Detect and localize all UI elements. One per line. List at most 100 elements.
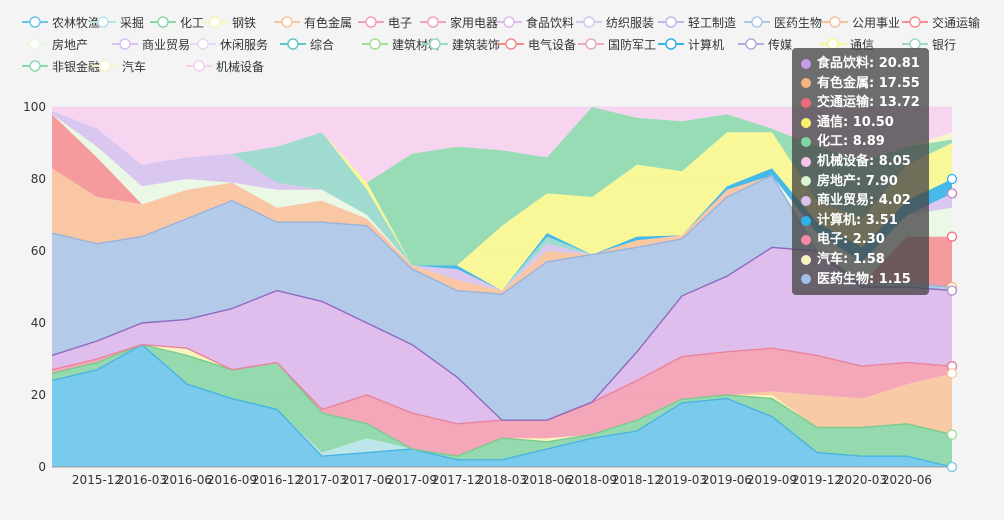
- legend-item[interactable]: 化工: [150, 12, 204, 32]
- hover-marker: [946, 188, 958, 199]
- series-line: [51, 343, 953, 468]
- tooltip-row: 商业贸易: 4.02: [801, 191, 920, 211]
- legend-item[interactable]: 休闲服务: [190, 34, 268, 54]
- legend-line-circle-icon: [498, 38, 524, 50]
- area-series: [52, 107, 952, 183]
- x-tick-label: 2017-12: [432, 473, 482, 487]
- tooltip-dot-icon: [801, 195, 811, 206]
- tooltip-text: 医药生物: 1.15: [817, 271, 911, 287]
- hover-marker: [946, 231, 958, 242]
- legend-line-circle-icon: [186, 60, 212, 72]
- legend-item[interactable]: 采掘: [90, 12, 144, 32]
- legend-label: 房地产: [52, 37, 89, 52]
- area-series: [52, 107, 952, 266]
- legend-label: 休闲服务: [220, 37, 269, 52]
- tooltip-dot-icon: [801, 215, 811, 226]
- tooltip-dot-icon: [801, 176, 811, 187]
- legend-line-circle-icon: [578, 38, 604, 50]
- tooltip-dot-icon: [801, 254, 811, 265]
- legend-line-circle-icon: [744, 16, 770, 28]
- legend-line-circle-icon: [92, 60, 118, 72]
- legend-line-circle-icon: [22, 60, 48, 72]
- legend-label: 商业贸易: [142, 37, 191, 52]
- legend-item[interactable]: 商业贸易: [112, 34, 190, 54]
- x-tick-label: 2017-03: [297, 473, 347, 487]
- legend-item[interactable]: 纺织服装: [576, 12, 654, 32]
- tooltip-row: 食品饮料: 20.81: [801, 54, 920, 74]
- area-series: [52, 175, 952, 421]
- legend-item[interactable]: 银行: [902, 34, 956, 54]
- legend-label: 机械设备: [216, 59, 265, 74]
- area-series: [52, 344, 952, 457]
- legend-item[interactable]: 食品饮料: [496, 12, 574, 32]
- legend-line-circle-icon: [496, 16, 522, 28]
- tooltip-text: 电子: 2.30: [817, 232, 885, 248]
- legend-item[interactable]: 交通运输: [902, 12, 980, 32]
- legend-line-circle-icon: [22, 38, 48, 50]
- legend-label: 汽车: [122, 59, 147, 74]
- legend-label: 农林牧渔: [52, 15, 101, 30]
- legend-label: 纺织服装: [606, 15, 655, 30]
- legend-item[interactable]: 国防军工: [578, 34, 656, 54]
- legend-item[interactable]: 电气设备: [498, 34, 576, 54]
- legend-label: 轻工制造: [688, 15, 737, 30]
- legend-item[interactable]: 家用电器: [420, 12, 498, 32]
- x-tick-label: 2019-03: [657, 473, 707, 487]
- x-tick-label: 2017-09: [387, 473, 437, 487]
- legend-label: 电气设备: [528, 37, 577, 52]
- legend-item[interactable]: 建筑装饰: [422, 34, 500, 54]
- legend-item[interactable]: 计算机: [658, 34, 724, 54]
- y-tick-label: 60: [31, 244, 46, 258]
- tooltip-dot-icon: [801, 235, 811, 246]
- legend-item[interactable]: 电子: [358, 12, 412, 32]
- legend-item[interactable]: 汽车: [92, 56, 146, 76]
- legend-item[interactable]: 建筑材料: [362, 34, 440, 54]
- tooltip-row: 医药生物: 1.15: [801, 270, 920, 290]
- legend-label: 医药生物: [774, 15, 823, 30]
- x-tick-label: 2016-06: [162, 473, 212, 487]
- tooltip-text: 有色金属: 17.55: [817, 75, 920, 91]
- tooltip-text: 通信: 10.50: [817, 114, 894, 130]
- tooltip-dot-icon: [801, 137, 811, 148]
- legend-line-circle-icon: [738, 38, 764, 50]
- x-tick-label: 2019-09: [747, 473, 797, 487]
- x-tick-label: 2020-03: [837, 473, 887, 487]
- legend-item[interactable]: 房地产: [22, 34, 88, 54]
- legend-line-circle-icon: [280, 38, 306, 50]
- x-tick-label: 2020-06: [882, 473, 932, 487]
- legend-item[interactable]: 传媒: [738, 34, 792, 54]
- legend-item[interactable]: 医药生物: [744, 12, 822, 32]
- area-series: [52, 110, 952, 291]
- legend-item[interactable]: 机械设备: [186, 56, 264, 76]
- tooltip-row: 交通运输: 13.72: [801, 93, 920, 113]
- tooltip-text: 食品饮料: 20.81: [817, 56, 920, 71]
- hover-marker: [946, 368, 958, 379]
- legend-line-circle-icon: [820, 38, 846, 50]
- legend-label: 计算机: [688, 37, 725, 52]
- legend-item[interactable]: 综合: [280, 34, 334, 54]
- legend-label: 采掘: [120, 15, 145, 30]
- x-tick-label: 2018-03: [477, 473, 527, 487]
- tooltip-row: 计算机: 3.51: [801, 211, 920, 231]
- hover-marker: [946, 461, 958, 473]
- legend-item[interactable]: 公用事业: [822, 12, 900, 32]
- legend-label: 银行: [932, 37, 957, 52]
- legend-item[interactable]: 钢铁: [202, 12, 256, 32]
- y-tick-label: 0: [38, 460, 46, 474]
- tooltip-dot-icon: [801, 97, 811, 108]
- tooltip-row: 化工: 8.89: [801, 132, 920, 152]
- legend-item[interactable]: 轻工制造: [658, 12, 736, 32]
- legend-item[interactable]: 有色金属: [274, 12, 352, 32]
- tooltip-row: 通信: 10.50: [801, 113, 920, 133]
- x-tick-label: 2016-12: [252, 473, 302, 487]
- legend-label: 食品饮料: [526, 15, 575, 30]
- legend-label: 公用事业: [852, 15, 901, 30]
- legend-label: 综合: [310, 37, 335, 52]
- x-tick-label: 2015-12: [72, 473, 122, 487]
- legend-line-circle-icon: [422, 38, 448, 50]
- tooltip-row: 有色金属: 17.55: [801, 74, 920, 94]
- legend-line-circle-icon: [902, 16, 928, 28]
- legend-item[interactable]: 非银金融: [22, 56, 100, 76]
- legend-item[interactable]: 农林牧渔: [22, 12, 100, 32]
- legend-label: 建筑装饰: [452, 37, 501, 52]
